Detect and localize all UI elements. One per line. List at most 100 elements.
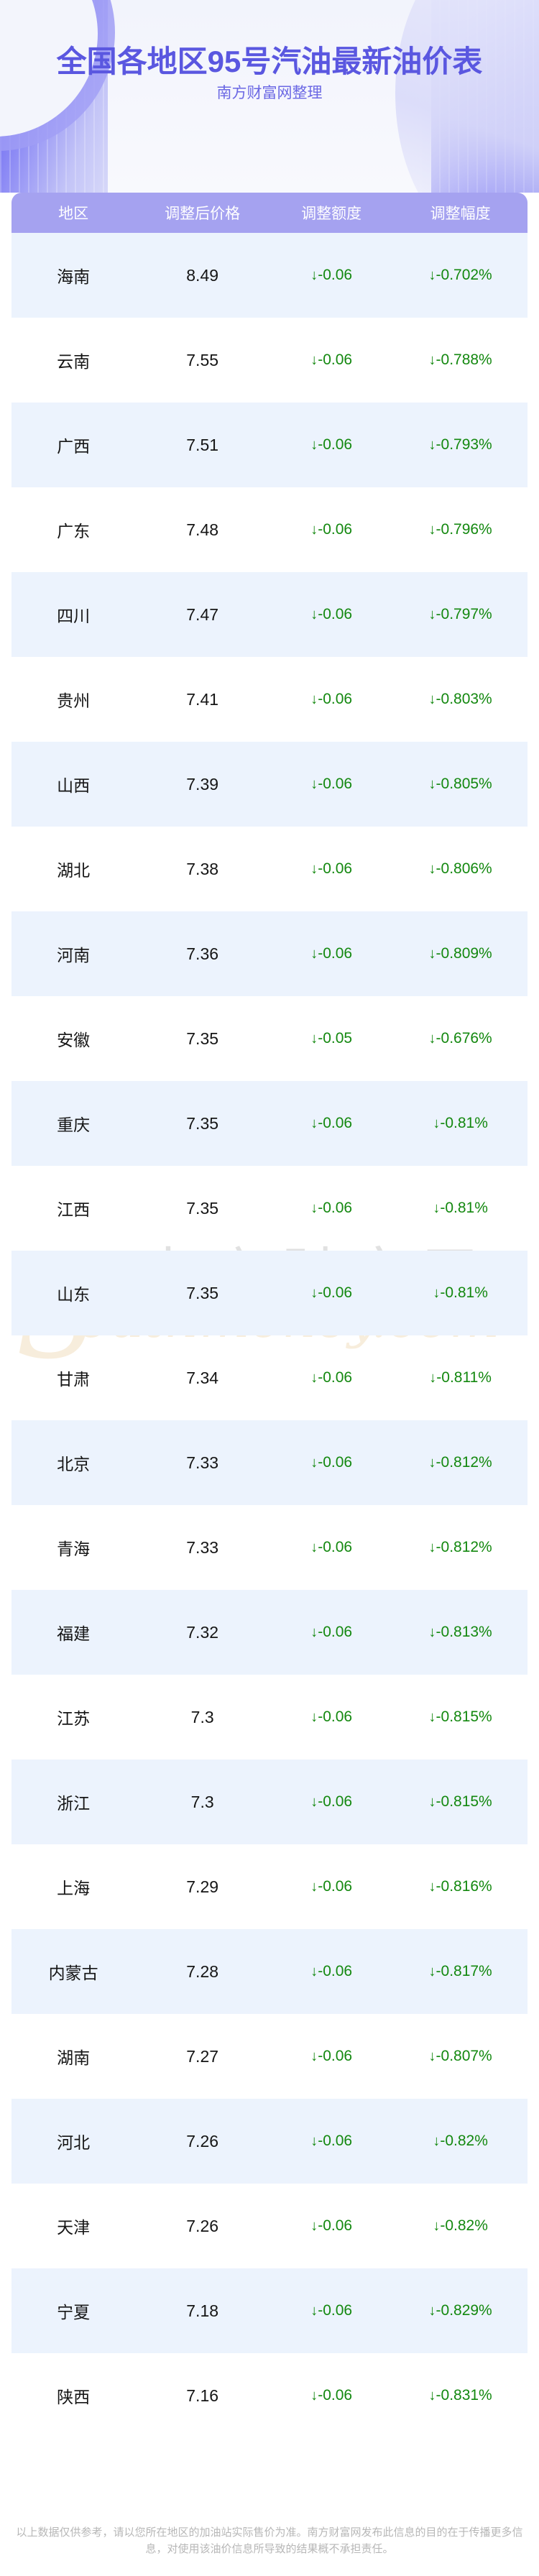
column-header-change-pct: 调整幅度 — [430, 206, 491, 222]
cell-region: 江西 — [57, 1200, 91, 1219]
cell-price: 7.35 — [186, 1283, 219, 1302]
table-row: 浙江 7.3 ↓-0.06 ↓-0.815% — [11, 1760, 528, 1844]
table-row: 海南 8.49 ↓-0.06 ↓-0.702% — [11, 233, 528, 318]
cell-change-pct: ↓-0.807% — [428, 2048, 492, 2064]
table-row: 贵州 7.41 ↓-0.06 ↓-0.803% — [11, 657, 528, 742]
cell-region: 云南 — [57, 352, 91, 371]
cell-region: 陕西 — [57, 2388, 91, 2406]
arrow-down-icon: ↓ — [433, 2133, 441, 2149]
arrow-down-icon: ↓ — [428, 691, 436, 707]
arrow-down-icon: ↓ — [428, 352, 436, 368]
arrow-down-icon: ↓ — [428, 861, 436, 877]
table-row: 天津 7.26 ↓-0.06 ↓-0.82% — [11, 2184, 528, 2268]
cell-region: 海南 — [57, 267, 91, 286]
cell-region: 四川 — [57, 607, 91, 625]
cell-price: 8.49 — [186, 265, 219, 285]
arrow-down-icon: ↓ — [310, 776, 318, 792]
cell-change: ↓-0.06 — [310, 1369, 353, 1386]
cell-change-pct: ↓-0.806% — [428, 860, 492, 877]
table-row: 江西 7.35 ↓-0.06 ↓-0.81% — [11, 1166, 528, 1251]
cell-region: 天津 — [57, 2218, 91, 2237]
cell-region: 重庆 — [57, 1116, 91, 1134]
cell-change: ↓-0.06 — [310, 776, 353, 792]
cell-change: ↓-0.06 — [310, 2387, 353, 2404]
arrow-down-icon: ↓ — [310, 1624, 318, 1640]
cell-price: 7.29 — [186, 1877, 219, 1896]
cell-price: 7.28 — [186, 1961, 219, 1981]
table-row: 陕西 7.16 ↓-0.06 ↓-0.831% — [11, 2353, 528, 2438]
cell-region: 上海 — [57, 1879, 91, 1898]
arrow-down-icon: ↓ — [428, 1031, 436, 1046]
arrow-down-icon: ↓ — [310, 607, 318, 622]
cell-change: ↓-0.06 — [310, 1200, 353, 1216]
arrow-down-icon: ↓ — [310, 267, 318, 283]
cell-change-pct: ↓-0.805% — [428, 776, 492, 792]
arrow-down-icon: ↓ — [433, 1200, 441, 1216]
arrow-down-icon: ↓ — [433, 1116, 441, 1131]
cell-change-pct: ↓-0.829% — [428, 2302, 492, 2319]
cell-price: 7.55 — [186, 350, 219, 369]
table-row: 四川 7.47 ↓-0.06 ↓-0.797% — [11, 572, 528, 657]
cell-change-pct: ↓-0.82% — [433, 2133, 488, 2149]
cell-price: 7.33 — [186, 1453, 219, 1472]
price-table: 地区 调整后价格 调整额度 调整幅度 海南 8.49 ↓-0.06 ↓-0.702% 云… — [0, 193, 539, 2438]
table-row: 河南 7.36 ↓-0.06 ↓-0.809% — [11, 911, 528, 996]
table-row: 广西 7.51 ↓-0.06 ↓-0.793% — [11, 402, 528, 487]
cell-change: ↓-0.06 — [310, 436, 353, 453]
cell-change-pct: ↓-0.812% — [428, 1454, 492, 1471]
cell-change: ↓-0.06 — [310, 351, 353, 368]
page-banner: 全国各地区95号汽油最新油价表 南方财富网整理 — [0, 0, 539, 193]
column-header-change: 调整额度 — [301, 206, 362, 222]
arrow-down-icon: ↓ — [428, 1624, 436, 1640]
arrow-down-icon: ↓ — [310, 2048, 318, 2064]
cell-change: ↓-0.06 — [310, 1878, 353, 1895]
cell-region: 甘肃 — [57, 1370, 91, 1389]
arrow-down-icon: ↓ — [310, 1031, 318, 1046]
arrow-down-icon: ↓ — [310, 1285, 318, 1301]
arrow-down-icon: ↓ — [428, 2048, 436, 2064]
cell-region: 河北 — [57, 2133, 91, 2152]
table-row: 山东 7.35 ↓-0.06 ↓-0.81% — [11, 1251, 528, 1335]
arrow-down-icon: ↓ — [310, 522, 318, 538]
table-row: 河北 7.26 ↓-0.06 ↓-0.82% — [11, 2099, 528, 2184]
cell-price: 7.51 — [186, 435, 219, 454]
cell-region: 福建 — [57, 1624, 91, 1643]
cell-price: 7.32 — [186, 1622, 219, 1642]
cell-price: 7.26 — [186, 2216, 219, 2235]
cell-change: ↓-0.06 — [310, 1539, 353, 1555]
banner-arc-right-decoration — [395, 0, 539, 193]
table-row: 宁夏 7.18 ↓-0.06 ↓-0.829% — [11, 2268, 528, 2353]
arrow-down-icon: ↓ — [433, 1285, 441, 1301]
cell-change: ↓-0.06 — [310, 945, 353, 962]
cell-region: 青海 — [57, 1540, 91, 1558]
table-row: 重庆 7.35 ↓-0.06 ↓-0.81% — [11, 1081, 528, 1166]
cell-region: 宁夏 — [57, 2303, 91, 2322]
arrow-down-icon: ↓ — [310, 1455, 318, 1471]
cell-price: 7.3 — [190, 1707, 214, 1726]
table-row: 湖南 7.27 ↓-0.06 ↓-0.807% — [11, 2014, 528, 2099]
cell-change: ↓-0.06 — [310, 521, 353, 538]
cell-price: 7.39 — [186, 774, 219, 794]
cell-change-pct: ↓-0.81% — [433, 1115, 488, 1131]
cell-region: 浙江 — [57, 1794, 91, 1813]
cell-region: 江苏 — [57, 1709, 91, 1728]
cell-price: 7.33 — [186, 1537, 219, 1557]
table-row: 北京 7.33 ↓-0.06 ↓-0.812% — [11, 1420, 528, 1505]
cell-change-pct: ↓-0.797% — [428, 606, 492, 622]
arrow-down-icon: ↓ — [428, 1964, 436, 1979]
cell-region: 安徽 — [57, 1031, 91, 1049]
arrow-down-icon: ↓ — [428, 2303, 436, 2319]
cell-price: 7.47 — [186, 604, 219, 624]
cell-change: ↓-0.06 — [310, 267, 353, 283]
arrow-down-icon: ↓ — [428, 2388, 436, 2404]
cell-region: 贵州 — [57, 691, 91, 710]
table-row: 湖北 7.38 ↓-0.06 ↓-0.806% — [11, 827, 528, 911]
cell-price: 7.3 — [190, 1792, 214, 1811]
arrow-down-icon: ↓ — [310, 437, 318, 453]
arrow-down-icon: ↓ — [310, 946, 318, 962]
cell-price: 7.35 — [186, 1198, 219, 1218]
arrow-down-icon: ↓ — [429, 1370, 437, 1386]
arrow-down-icon: ↓ — [428, 946, 436, 962]
arrow-down-icon: ↓ — [310, 1370, 318, 1386]
table-row: 安徽 7.35 ↓-0.05 ↓-0.676% — [11, 996, 528, 1081]
